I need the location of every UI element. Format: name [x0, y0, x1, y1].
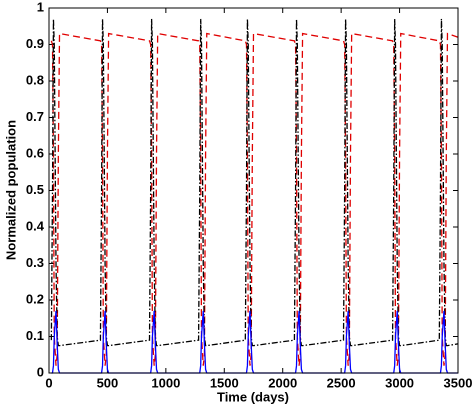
x-tick-label: 0: [45, 375, 52, 390]
x-tick-label: 1500: [210, 375, 239, 390]
x-tick-label: 500: [97, 375, 119, 390]
y-tick-label: 0.4: [26, 218, 45, 233]
y-tick-label: 0.2: [26, 291, 44, 306]
y-tick-label: 0.1: [26, 328, 44, 343]
y-tick-label: 0.3: [26, 255, 44, 270]
x-axis-label: Time (days): [217, 389, 289, 404]
x-tick-label: 2500: [327, 375, 356, 390]
y-tick-label: 0: [37, 364, 44, 379]
y-tick-label: 0.8: [26, 72, 44, 87]
x-tick-label: 2000: [268, 375, 297, 390]
y-tick-label: 0.7: [26, 109, 44, 124]
y-tick-label: 0.6: [26, 145, 44, 160]
series-line: [50, 32, 459, 366]
y-tick-label: 0.9: [26, 36, 44, 51]
y-tick-label: 1: [37, 0, 44, 14]
series-line: [50, 18, 459, 347]
plot-frame: [48, 7, 459, 374]
x-tick-label: 3500: [444, 375, 473, 390]
x-tick-label: 3000: [385, 375, 414, 390]
y-tick-label: 0.5: [26, 182, 44, 197]
x-tick-label: 1000: [151, 375, 180, 390]
y-axis-label: Normalized population: [3, 120, 18, 260]
series-line: [51, 310, 458, 374]
